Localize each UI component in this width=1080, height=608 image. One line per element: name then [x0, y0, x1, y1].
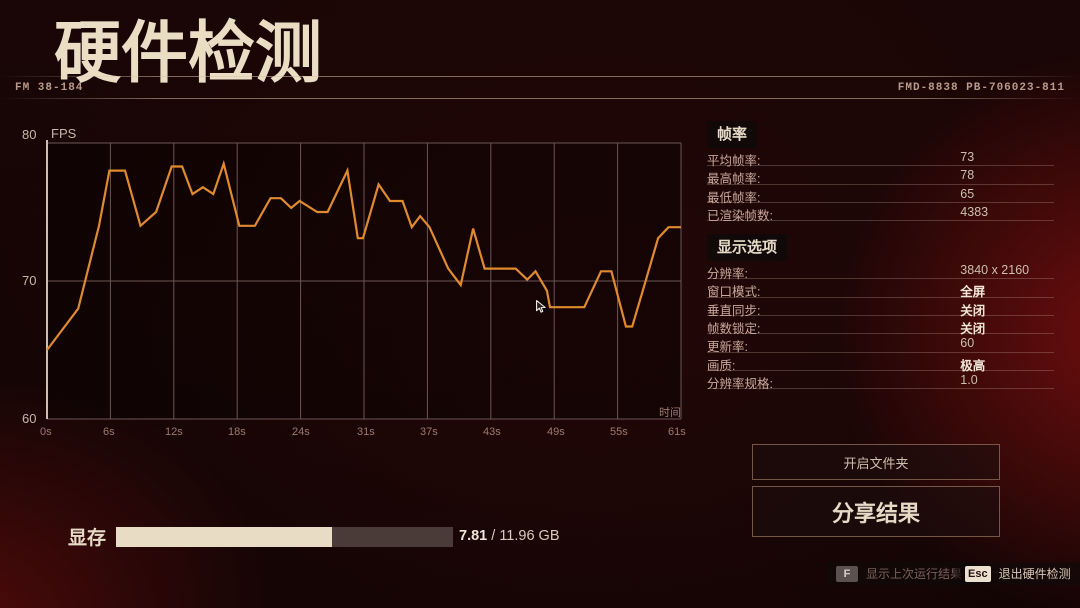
svg-text:31s: 31s — [357, 426, 375, 438]
svg-text:6s: 6s — [103, 426, 115, 438]
svg-text:55s: 55s — [610, 426, 628, 438]
svg-text:49s: 49s — [547, 426, 565, 438]
svg-text:24s: 24s — [292, 426, 310, 438]
svg-text:80: 80 — [22, 127, 36, 142]
svg-text:37s: 37s — [420, 426, 438, 438]
svg-text:12s: 12s — [165, 426, 183, 438]
svg-text:43s: 43s — [483, 426, 501, 438]
svg-text:时间: 时间 — [659, 406, 681, 419]
svg-text:FPS: FPS — [51, 126, 77, 141]
svg-text:60: 60 — [22, 411, 36, 426]
svg-text:61s: 61s — [668, 426, 686, 438]
svg-text:70: 70 — [22, 273, 36, 288]
svg-text:18s: 18s — [228, 426, 246, 438]
svg-text:0s: 0s — [40, 426, 52, 438]
